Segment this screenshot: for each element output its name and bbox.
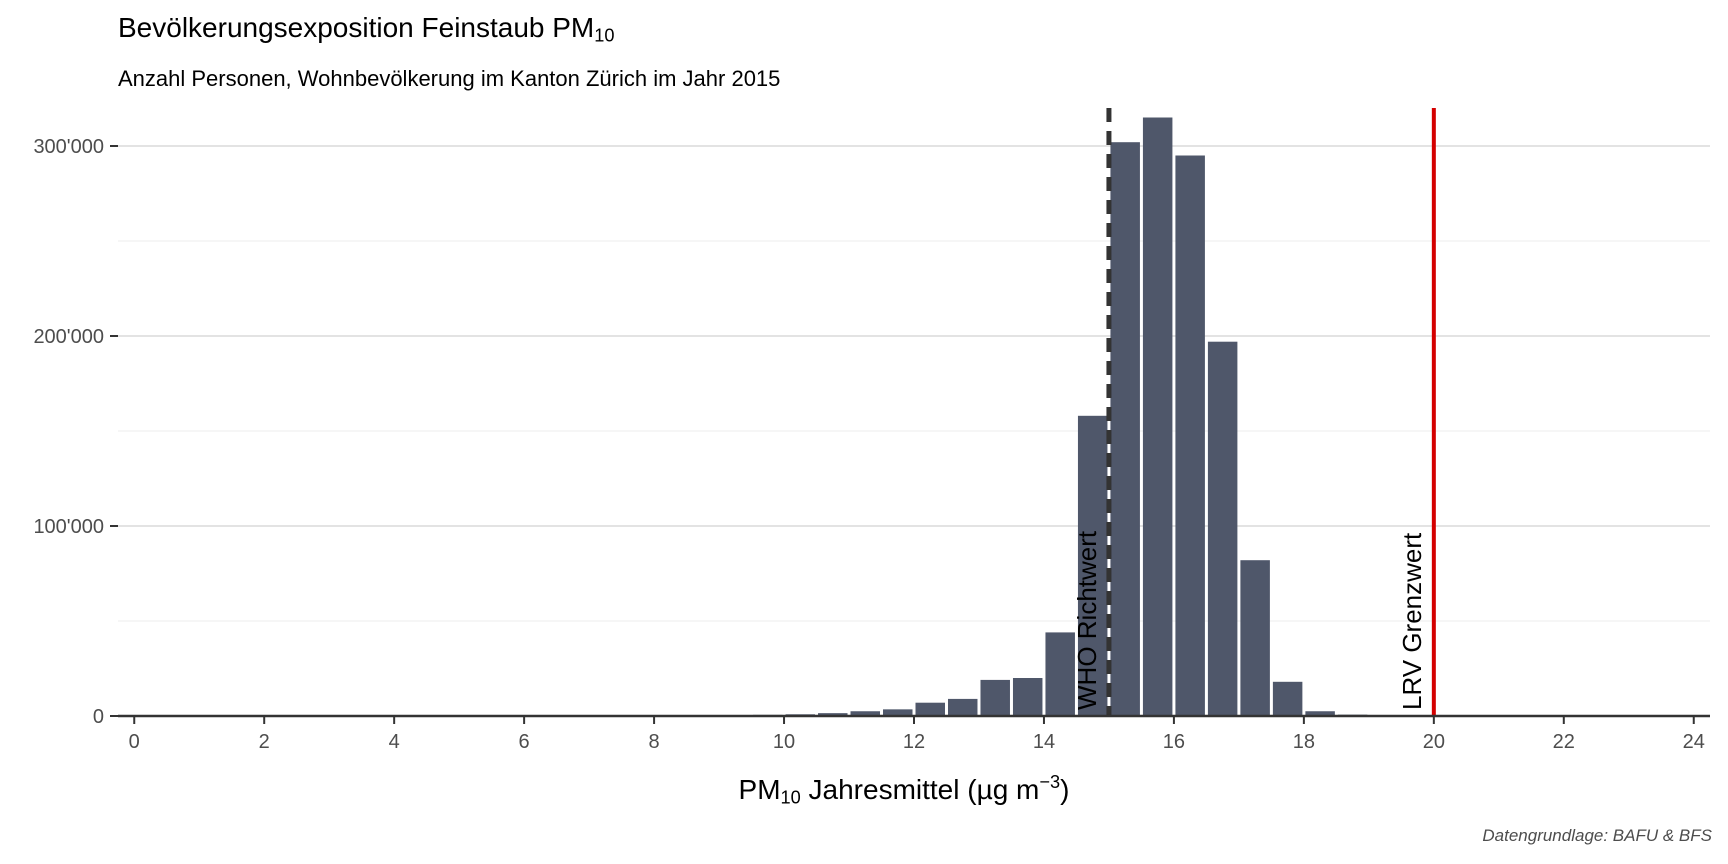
histogram-bar: [1305, 711, 1335, 716]
histogram-bar: [883, 709, 913, 716]
reference-line-label: WHO Richtwert: [1072, 530, 1102, 710]
histogram-bar: [1045, 632, 1075, 716]
chart-subtitle: Anzahl Personen, Wohnbevölkerung im Kant…: [118, 66, 781, 91]
histogram-bar: [915, 702, 945, 716]
y-tick-label: 300'000: [33, 136, 104, 158]
y-tick-label: 100'000: [33, 516, 104, 538]
chart-title: Bevölkerungsexposition Feinstaub PM10: [118, 12, 615, 46]
reference-line-label: LRV Grenzwert: [1397, 532, 1427, 710]
histogram-bar: [1272, 681, 1303, 716]
axes: 0 2 4 6 8 10 12 14 16 18 20 22 240100'000200'000300'…: [33, 136, 1710, 753]
x-tick-label: 6: [519, 731, 530, 753]
histogram-bar: [1207, 341, 1238, 716]
histogram-bar: [1110, 142, 1140, 716]
x-tick-label: 12: [903, 731, 925, 753]
histogram-bar: [818, 713, 848, 716]
histogram-bar: [1240, 560, 1270, 716]
histogram-bar: [1175, 155, 1205, 716]
x-tick-label: 20: [1423, 731, 1445, 753]
x-tick-label: 4: [389, 731, 400, 753]
reference-lines: WHO Richtwert LRV Grenzwert: [1072, 108, 1436, 716]
histogram-bar: [850, 711, 881, 716]
x-tick-label: 8: [649, 731, 660, 753]
x-tick-label: 2: [259, 731, 270, 753]
x-tick-label: 18: [1293, 731, 1315, 753]
x-tick-label: 10: [773, 731, 795, 753]
x-tick-label: 16: [1163, 731, 1185, 753]
grid-lines: [118, 145, 1710, 717]
y-tick-label: 0: [93, 706, 104, 728]
histogram-bar: [1012, 678, 1043, 716]
y-tick-label: 200'000: [33, 326, 104, 348]
histogram-bar: [1142, 117, 1173, 716]
histogram-bar: [1077, 415, 1108, 716]
x-tick-label: 14: [1033, 731, 1055, 753]
x-tick-label: 0: [129, 731, 140, 753]
histogram-bar: [947, 698, 978, 716]
histogram-bar: [980, 679, 1010, 716]
histogram-bars: [753, 117, 1368, 716]
x-tick-label: 22: [1553, 731, 1575, 753]
x-tick-label: 24: [1683, 731, 1705, 753]
x-axis-label: PM10 Jahresmittel (µg m−3): [738, 772, 1070, 808]
data-source-caption: Datengrundlage: BAFU & BFS: [1482, 826, 1712, 845]
